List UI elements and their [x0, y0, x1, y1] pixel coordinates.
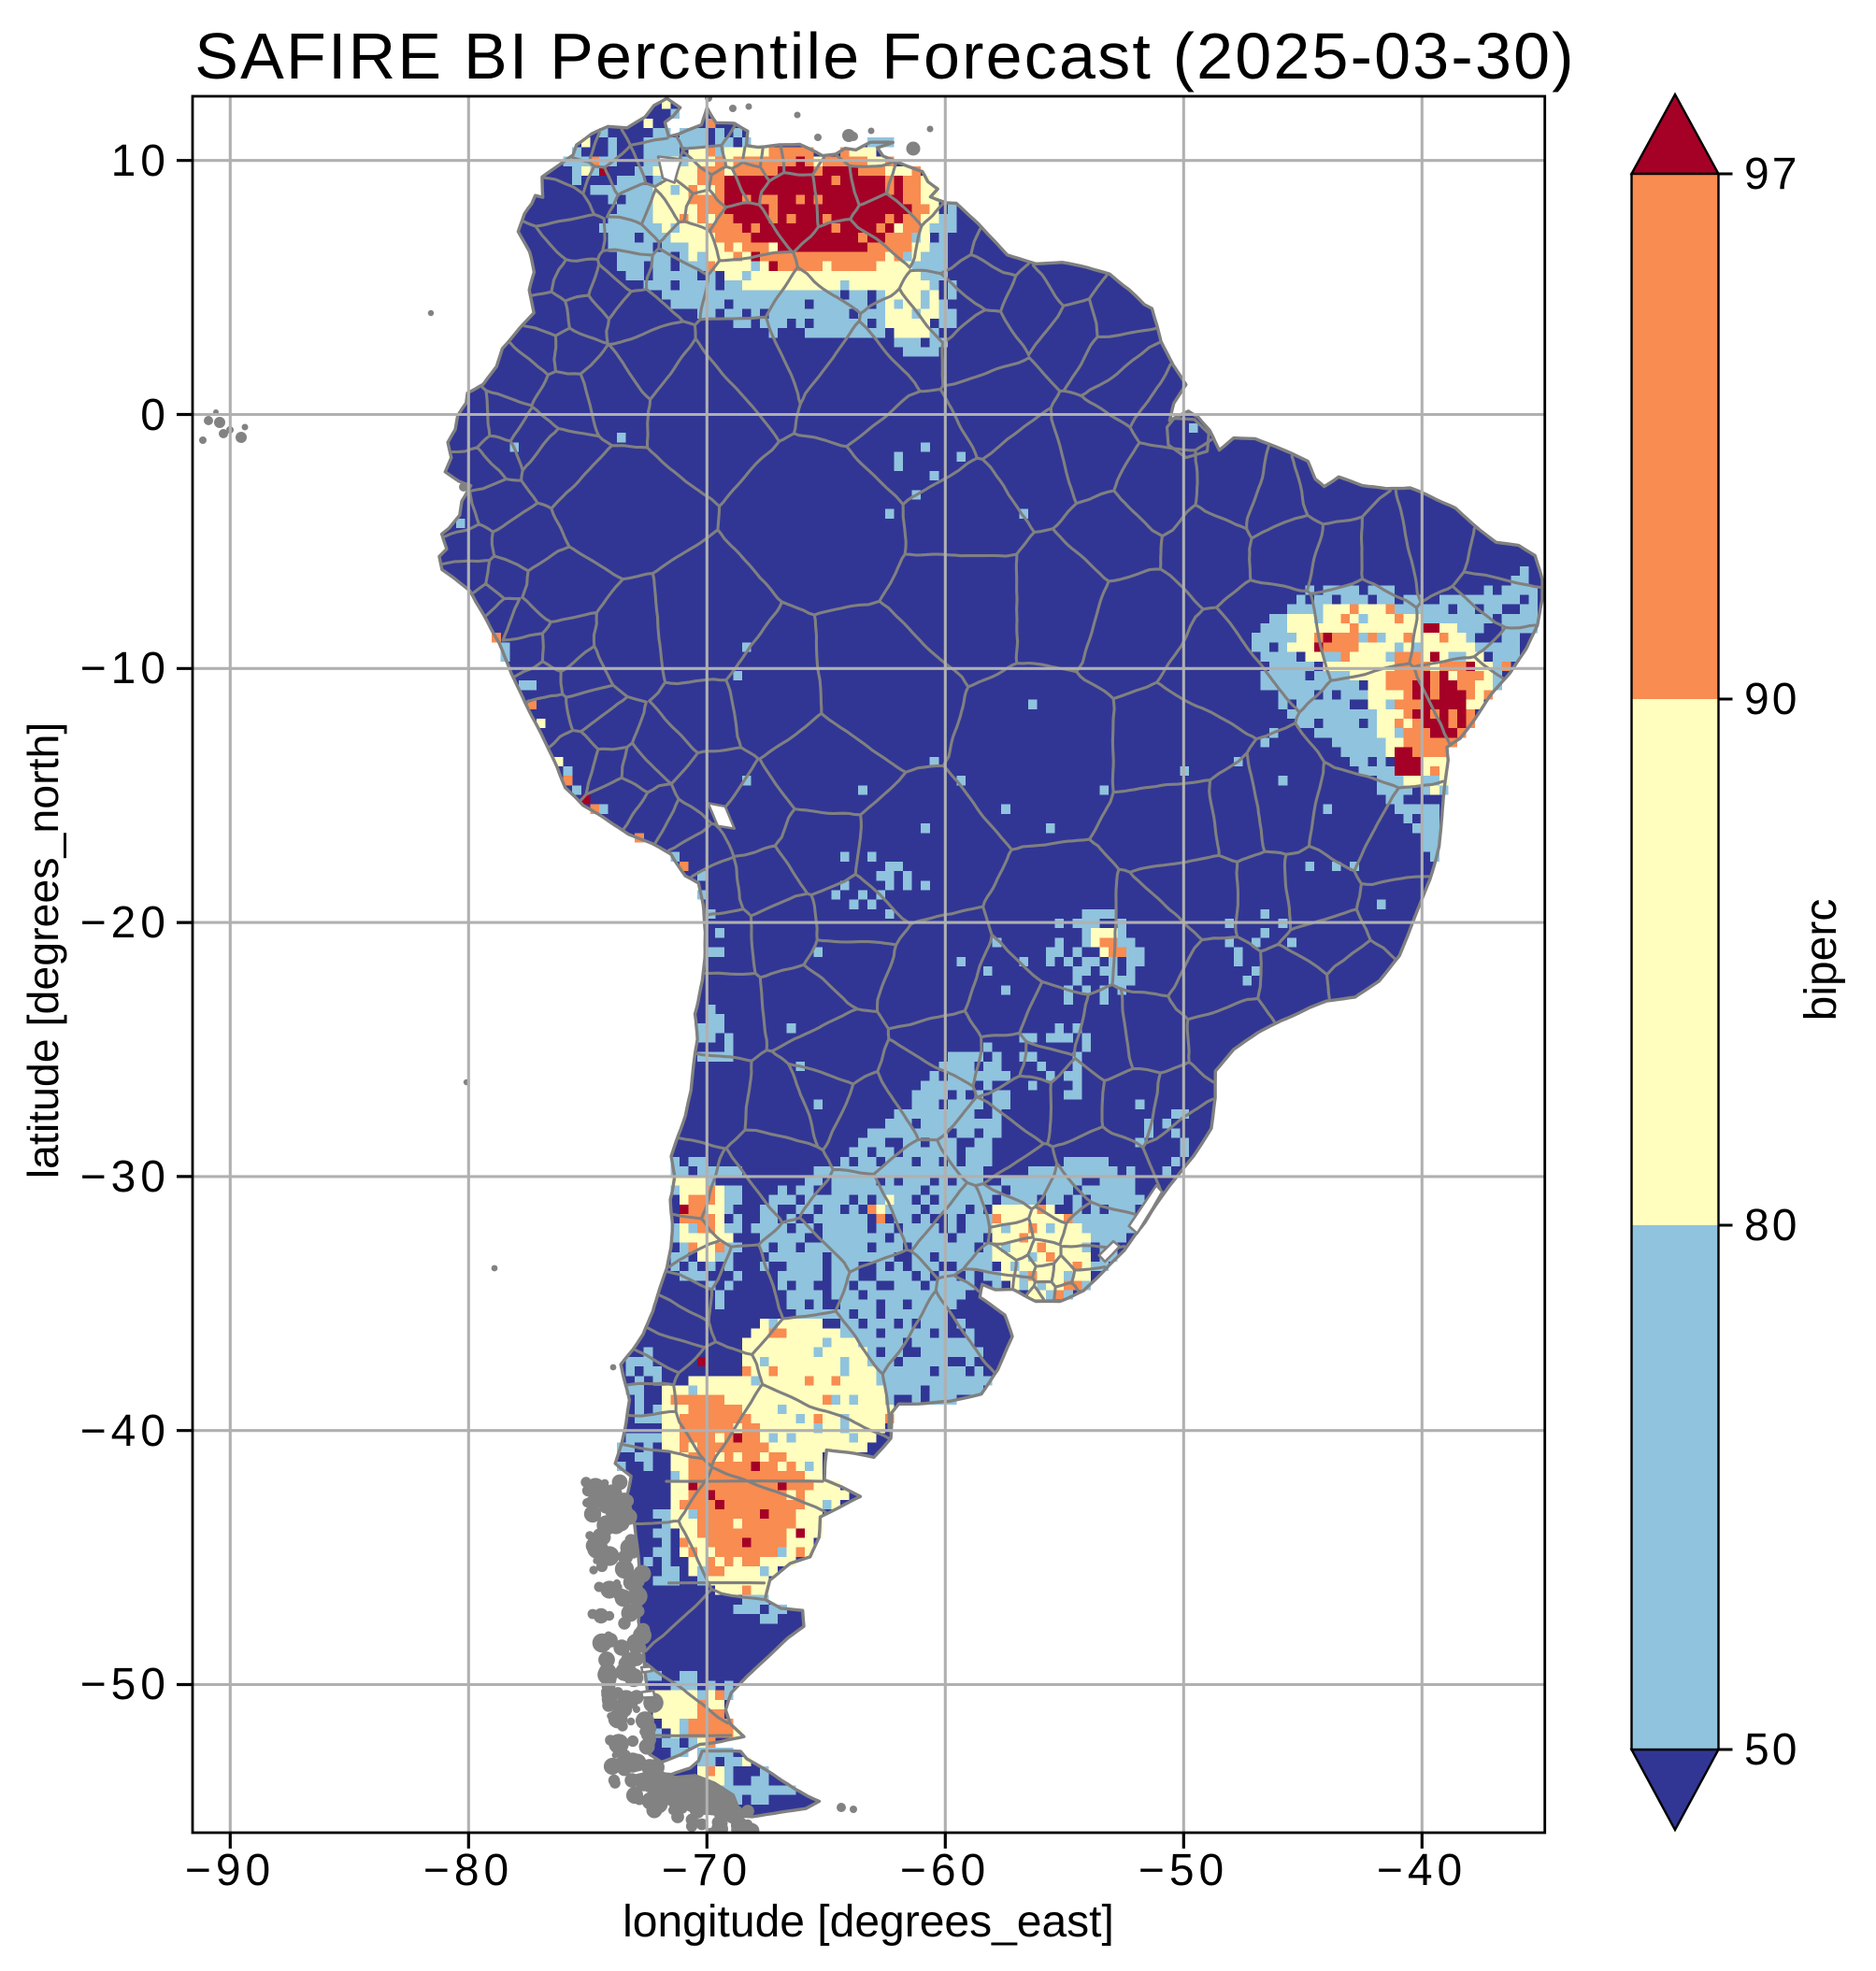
svg-text:−20: −20 [80, 898, 170, 948]
svg-text:−50: −50 [1138, 1846, 1228, 1895]
svg-text:SAFIRE BI Percentile Forecast: SAFIRE BI Percentile Forecast (2025-03-3… [194, 20, 1575, 93]
svg-text:−50: −50 [80, 1660, 170, 1709]
svg-text:90: 90 [1744, 675, 1799, 724]
svg-text:10: 10 [111, 136, 170, 186]
svg-text:−70: −70 [662, 1846, 752, 1895]
svg-text:80: 80 [1744, 1201, 1799, 1250]
svg-text:−90: −90 [185, 1846, 275, 1895]
svg-text:−30: −30 [80, 1152, 170, 1202]
svg-text:−80: −80 [423, 1846, 513, 1895]
svg-text:biperc: biperc [1797, 899, 1846, 1021]
svg-text:−60: −60 [900, 1846, 990, 1895]
svg-text:−10: −10 [80, 644, 170, 693]
svg-text:50: 50 [1744, 1725, 1799, 1775]
svg-text:−40: −40 [1377, 1846, 1467, 1895]
svg-text:longitude [degrees_east]: longitude [degrees_east] [623, 1897, 1114, 1947]
svg-text:0: 0 [140, 391, 170, 440]
svg-text:−40: −40 [80, 1407, 170, 1456]
svg-text:97: 97 [1744, 150, 1799, 199]
svg-text:latitude [degrees_north]: latitude [degrees_north] [19, 722, 67, 1179]
